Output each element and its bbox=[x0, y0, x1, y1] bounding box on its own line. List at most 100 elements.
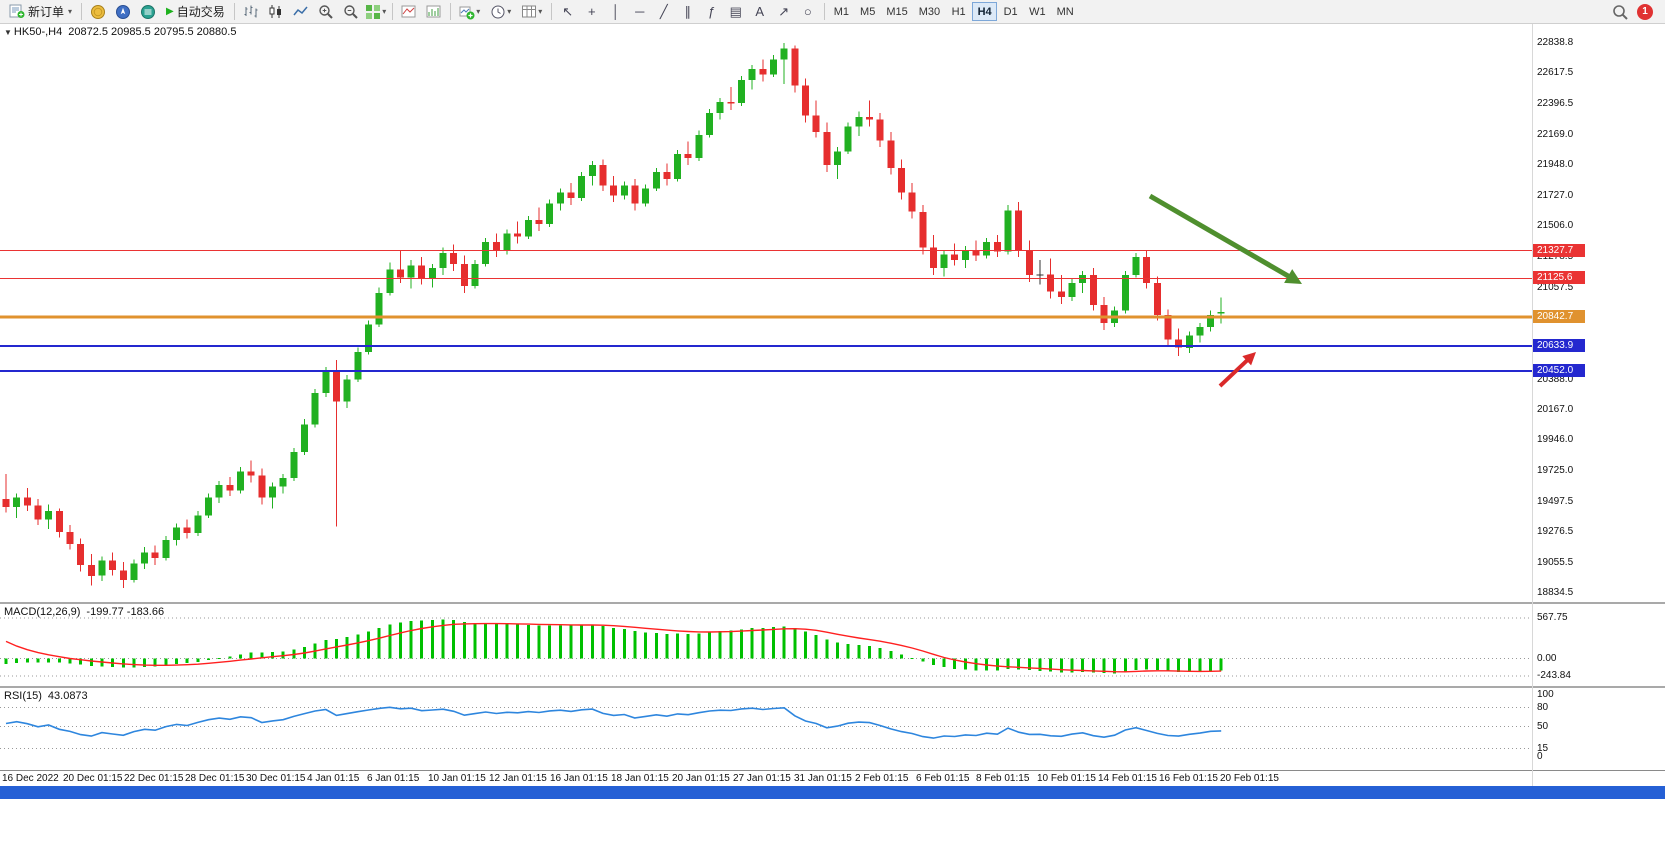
panel-separator[interactable] bbox=[0, 602, 1665, 604]
price-axis-divider bbox=[1532, 24, 1533, 786]
objects-window-button[interactable] bbox=[422, 2, 446, 22]
price-axis-label: 19725.0 bbox=[1537, 465, 1574, 476]
price-axis-label: 21057.5 bbox=[1537, 282, 1574, 293]
timeframe-M15[interactable]: M15 bbox=[881, 2, 912, 21]
time-axis[interactable]: 16 Dec 2022 20 Dec 01:15 22 Dec 01:15 28 De… bbox=[0, 770, 1665, 786]
price-axis-label: 22396.5 bbox=[1537, 98, 1574, 109]
tool-ruler[interactable]: ▤ bbox=[724, 2, 748, 22]
add-indicator-button[interactable]: ▾ bbox=[455, 2, 485, 22]
navigator-button[interactable] bbox=[111, 2, 135, 22]
rsi-axis-label: 0 bbox=[1537, 751, 1543, 762]
search-icon[interactable] bbox=[1612, 4, 1628, 20]
price-level-tag: 20842.7 bbox=[1533, 310, 1585, 323]
timeframe-M1[interactable]: M1 bbox=[829, 2, 854, 21]
price-chart-canvas[interactable] bbox=[0, 24, 1532, 602]
tool-fibonacci[interactable]: ƒ bbox=[700, 2, 724, 22]
rsi-canvas[interactable] bbox=[0, 688, 1532, 770]
rsi-panel: RSI(15) 43.0873 100 80 50 15 0 bbox=[0, 688, 1665, 770]
crosshair-icon: + bbox=[587, 4, 596, 19]
timeframe-M5[interactable]: M5 bbox=[855, 2, 880, 21]
rsi-axis-label: 15 bbox=[1537, 743, 1549, 754]
bar-chart-mode-button[interactable] bbox=[239, 2, 263, 22]
chart-collapse-icon[interactable]: ▼ bbox=[4, 28, 12, 37]
tool-trendline[interactable]: ╱ bbox=[652, 2, 676, 22]
date-label: 4 Jan 01:15 bbox=[307, 773, 360, 784]
indicators-window-button[interactable] bbox=[397, 2, 421, 22]
price-axis-label: 21506.0 bbox=[1537, 220, 1574, 231]
timeframe-M30[interactable]: M30 bbox=[914, 2, 945, 21]
timeframe-D1[interactable]: D1 bbox=[998, 2, 1023, 21]
price-axis-label: 22169.0 bbox=[1537, 129, 1574, 140]
macd-name: MACD(12,26,9) bbox=[4, 606, 81, 618]
date-label: 20 Dec 01:15 bbox=[63, 773, 123, 784]
macd-axis-label: -243.84 bbox=[1537, 670, 1571, 681]
toolbar: 新订单 ▾ ▶ 自动交易 bbox=[0, 0, 1665, 24]
date-label: 27 Jan 01:15 bbox=[733, 773, 791, 784]
shapes-icon: ○ bbox=[803, 4, 812, 19]
chart-ohlc-values: 20872.5 20985.5 20795.5 20880.5 bbox=[68, 26, 237, 38]
new-order-label: 新订单 bbox=[28, 5, 65, 19]
period-button[interactable]: ▾ bbox=[486, 2, 516, 22]
zoom-out-button[interactable] bbox=[339, 2, 363, 22]
date-label: 22 Dec 01:15 bbox=[124, 773, 184, 784]
candlestick-chart-icon bbox=[269, 5, 281, 18]
add-indicator-icon bbox=[459, 6, 475, 19]
clock-icon bbox=[491, 5, 505, 18]
chart-area: ▼ HK50-,H4 20872.5 20985.5 20795.5 20880.5… bbox=[0, 24, 1665, 786]
horizontal-line-icon: ─ bbox=[635, 4, 645, 19]
date-label: 6 Jan 01:15 bbox=[367, 773, 420, 784]
dropdown-caret-icon: ▾ bbox=[538, 7, 543, 16]
timeframe-H4[interactable]: H4 bbox=[972, 2, 998, 21]
tool-vertical-line[interactable]: │ bbox=[604, 2, 628, 22]
tool-shapes[interactable]: ○ bbox=[796, 2, 820, 22]
navigator-icon bbox=[116, 4, 131, 19]
templates-button[interactable]: ▾ bbox=[517, 2, 547, 22]
dropdown-caret-icon: ▾ bbox=[382, 7, 387, 16]
line-chart-mode-button[interactable] bbox=[289, 2, 313, 22]
macd-axis-label: 0.00 bbox=[1537, 653, 1557, 664]
price-axis-label: 21727.0 bbox=[1537, 190, 1574, 201]
tile-windows-button[interactable]: ▾ bbox=[364, 2, 388, 22]
timeframe-H1[interactable]: H1 bbox=[946, 2, 971, 21]
auto-trading-button[interactable]: ▶ 自动交易 bbox=[161, 1, 230, 23]
new-order-button[interactable]: 新订单 ▾ bbox=[4, 1, 77, 23]
tool-arrows[interactable]: ↗ bbox=[772, 2, 796, 22]
date-label: 10 Jan 01:15 bbox=[428, 773, 486, 784]
line-chart-icon bbox=[293, 6, 308, 16]
toolbar-separator bbox=[823, 3, 825, 20]
bottom-bar bbox=[0, 786, 1665, 799]
date-label: 8 Feb 01:15 bbox=[976, 773, 1030, 784]
vertical-line-icon: │ bbox=[611, 4, 620, 19]
candlestick-mode-button[interactable] bbox=[264, 2, 288, 22]
macd-panel: MACD(12,26,9) -199.77 -183.66 567.75 0.00 -… bbox=[0, 604, 1665, 686]
zoom-out-icon bbox=[344, 4, 358, 19]
dropdown-caret-icon: ▾ bbox=[476, 7, 481, 16]
zoom-in-button[interactable] bbox=[314, 2, 338, 22]
market-watch-button[interactable] bbox=[86, 2, 110, 22]
panel-separator[interactable] bbox=[0, 686, 1665, 688]
tool-text[interactable]: A bbox=[748, 2, 772, 22]
tool-crosshair[interactable]: + bbox=[580, 2, 604, 22]
date-label: 20 Jan 01:15 bbox=[672, 773, 730, 784]
tool-horizontal-line[interactable]: ─ bbox=[628, 2, 652, 22]
toolbar-separator bbox=[81, 3, 83, 20]
toolbox-button[interactable] bbox=[136, 2, 160, 22]
zoom-in-icon bbox=[319, 4, 333, 19]
tool-cursor[interactable]: ↖ bbox=[556, 2, 580, 22]
date-label: 12 Jan 01:15 bbox=[489, 773, 547, 784]
auto-trading-play-icon: ▶ bbox=[166, 6, 174, 17]
price-axis-label: 19276.5 bbox=[1537, 526, 1574, 537]
trendline-icon: ╱ bbox=[659, 3, 668, 19]
rsi-axis-label: 50 bbox=[1537, 721, 1549, 732]
timeframe-W1[interactable]: W1 bbox=[1024, 2, 1051, 21]
timeframe-MN[interactable]: MN bbox=[1052, 2, 1079, 21]
macd-canvas[interactable] bbox=[0, 604, 1532, 686]
text-icon: A bbox=[755, 4, 765, 19]
tool-equidistant-channel[interactable]: ∥ bbox=[676, 2, 700, 22]
date-label: 30 Dec 01:15 bbox=[246, 773, 306, 784]
toolbar-separator bbox=[391, 3, 393, 20]
date-label: 18 Jan 01:15 bbox=[611, 773, 669, 784]
dropdown-caret-icon: ▾ bbox=[68, 7, 73, 16]
date-label: 31 Jan 01:15 bbox=[794, 773, 852, 784]
notification-badge[interactable]: 1 bbox=[1637, 3, 1653, 20]
